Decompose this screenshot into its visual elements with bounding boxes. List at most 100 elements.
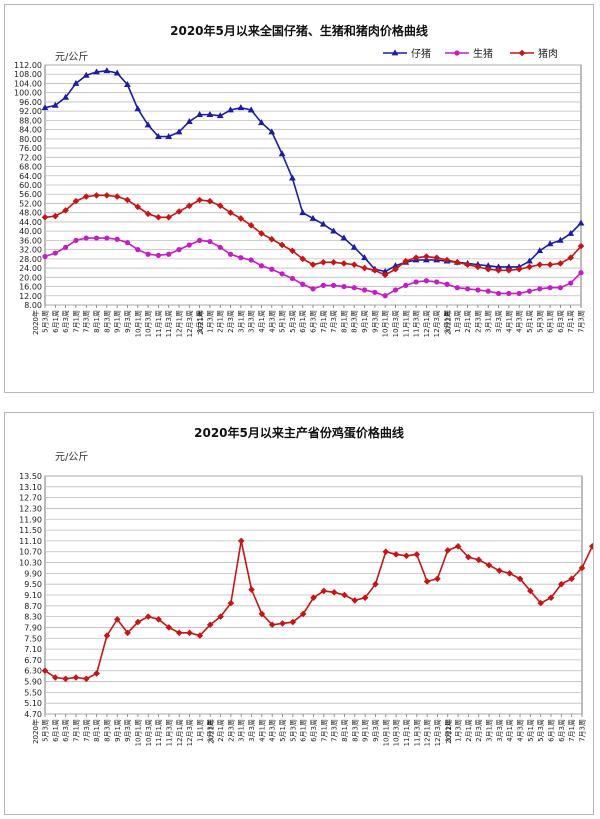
chart1-data-point [465, 286, 471, 292]
chart1-y-tick-label: 68.00 [19, 163, 42, 172]
chart1-y-tick-label: 84.00 [19, 126, 42, 135]
chart1-data-point [216, 202, 224, 210]
chart1-y-tick-label: 100.00 [14, 89, 42, 98]
chart1-data-point [556, 236, 564, 243]
chart1-data-point [258, 119, 265, 126]
chart1-data-point [309, 214, 317, 221]
chart2-data-point [568, 575, 575, 583]
chart1-x-tick-label: 6月1周 [547, 310, 555, 333]
chart1-x-tick-label: 1月3周 [206, 310, 214, 333]
chart1-y-tick-label: 56.00 [19, 190, 42, 199]
chart1-x-tick-label: 11月3周 [165, 310, 173, 337]
chart2-data-point [124, 629, 131, 637]
chart1-data-point [340, 260, 348, 267]
chart1-x-tick-label: 6月1周 [299, 310, 307, 333]
chart2-y-tick-label: 4.70 [24, 710, 42, 719]
chart2-data-point [279, 620, 286, 627]
chart1-x-tick-label: 2月3周 [474, 310, 482, 333]
chart1-x-tick-label: 5月1周 [279, 310, 287, 333]
chart1-data-point [134, 105, 142, 112]
chart2-y-tick-label: 6.70 [24, 656, 42, 665]
chart1-x-year-label: 2021年 [196, 310, 205, 335]
chart1-data-point [382, 293, 388, 299]
chart1-x-tick-label: 7月1周 [72, 310, 80, 333]
chart1-data-point [300, 281, 306, 287]
chart2-data-point [454, 543, 462, 550]
chart2-x-tick-label: 6月3周 [310, 719, 318, 742]
chart1-data-point [206, 197, 214, 205]
chart1-data-point [567, 254, 574, 261]
chart1-data-point [124, 196, 131, 204]
chart1-data-point [155, 214, 162, 221]
chart1-x-tick-label: 6月1周 [52, 310, 60, 333]
chart1-data-point [371, 267, 379, 274]
chart1-y-tick-label: 24.00 [19, 264, 42, 273]
chart1-x-tick-label: 12月3周 [186, 310, 194, 337]
chart1-data-point [197, 237, 203, 243]
chart1-x-tick-label: 12月3周 [433, 310, 441, 337]
chart1-data-point [310, 286, 316, 292]
chart2-data-point [258, 610, 266, 618]
chart1-data-point [433, 254, 440, 261]
chart1-data-point [51, 101, 59, 108]
chart2-x-tick-label: 3月3周 [496, 719, 504, 742]
chart2-x-tick-label: 6月1周 [300, 719, 308, 742]
chart2-x-tick-label: 5月1周 [279, 719, 287, 742]
chart1-y-tick-label: 40.00 [19, 227, 42, 236]
chart1-data-point [330, 227, 338, 234]
chart1-data-point [464, 261, 471, 268]
chart2-x-tick-label: 4月1周 [506, 719, 514, 742]
chart1-x-tick-label: 6月3周 [62, 310, 70, 333]
chart2-y-tick-label: 11.90 [19, 515, 42, 524]
chart2-x-tick-label: 1月1周 [444, 719, 452, 742]
chart1-x-tick-label: 12月1周 [176, 310, 184, 337]
chart1-data-point [320, 282, 326, 288]
chart2-data-point [237, 537, 245, 545]
chart2-data-point [434, 575, 441, 583]
chart1-series-1 [42, 235, 584, 299]
chart2-data-point [93, 670, 100, 677]
chart1-data-point [392, 287, 399, 293]
chart2-x-tick-label: 2月1周 [465, 719, 473, 742]
chart1-y-tick-label: 32.00 [19, 246, 42, 255]
chart1-data-point [578, 270, 584, 276]
chart1-data-point [340, 234, 348, 241]
chart1-data-point [526, 263, 533, 271]
chart1-data-point [547, 285, 553, 291]
chart1-data-point [288, 174, 296, 181]
chart1-data-point [186, 202, 193, 210]
chart2-data-point [465, 553, 472, 561]
chart1-data-point [144, 121, 152, 128]
chart1-x-tick-label: 5月3周 [42, 310, 50, 333]
chart2-x-tick-label: 6月3周 [62, 719, 70, 742]
chart2-x-tick-label: 1月3周 [455, 719, 463, 742]
chart1-data-point [443, 256, 451, 264]
chart1-data-point [403, 282, 409, 288]
chart2-data-point [392, 551, 400, 558]
chart1-data-point [331, 282, 337, 288]
chart1-data-point [536, 247, 544, 254]
chart2-data-point [537, 599, 544, 607]
chart2-data-point [527, 587, 534, 595]
chart2-y-tick-label: 5.90 [24, 678, 42, 687]
chart2-data-point [403, 552, 410, 560]
chart1-data-point [217, 244, 223, 250]
chart1-data-point [506, 290, 512, 297]
chart2-x-tick-label: 7月1周 [320, 719, 328, 742]
chart2-x-tick-label: 5月3周 [289, 719, 297, 742]
chart1-data-point [546, 261, 554, 268]
chart1-data-point [320, 259, 327, 266]
chart2-x-year-label: 2020年 [31, 719, 40, 744]
chart1-data-point [227, 106, 234, 113]
chart1-data-point [484, 265, 492, 273]
chart2-x-tick-label: 11月3周 [165, 719, 173, 746]
chart1-x-tick-label: 7月3周 [83, 310, 91, 333]
chart2-data-point [516, 575, 524, 583]
chart1-x-tick-label: 8月3周 [103, 310, 111, 333]
chart2-y-tick-label: 6.30 [24, 667, 42, 676]
chart2-data-point [496, 567, 503, 574]
chart1-data-point [216, 112, 224, 119]
legend-label: 生猪 [473, 47, 493, 60]
chart1-data-point [381, 267, 389, 274]
